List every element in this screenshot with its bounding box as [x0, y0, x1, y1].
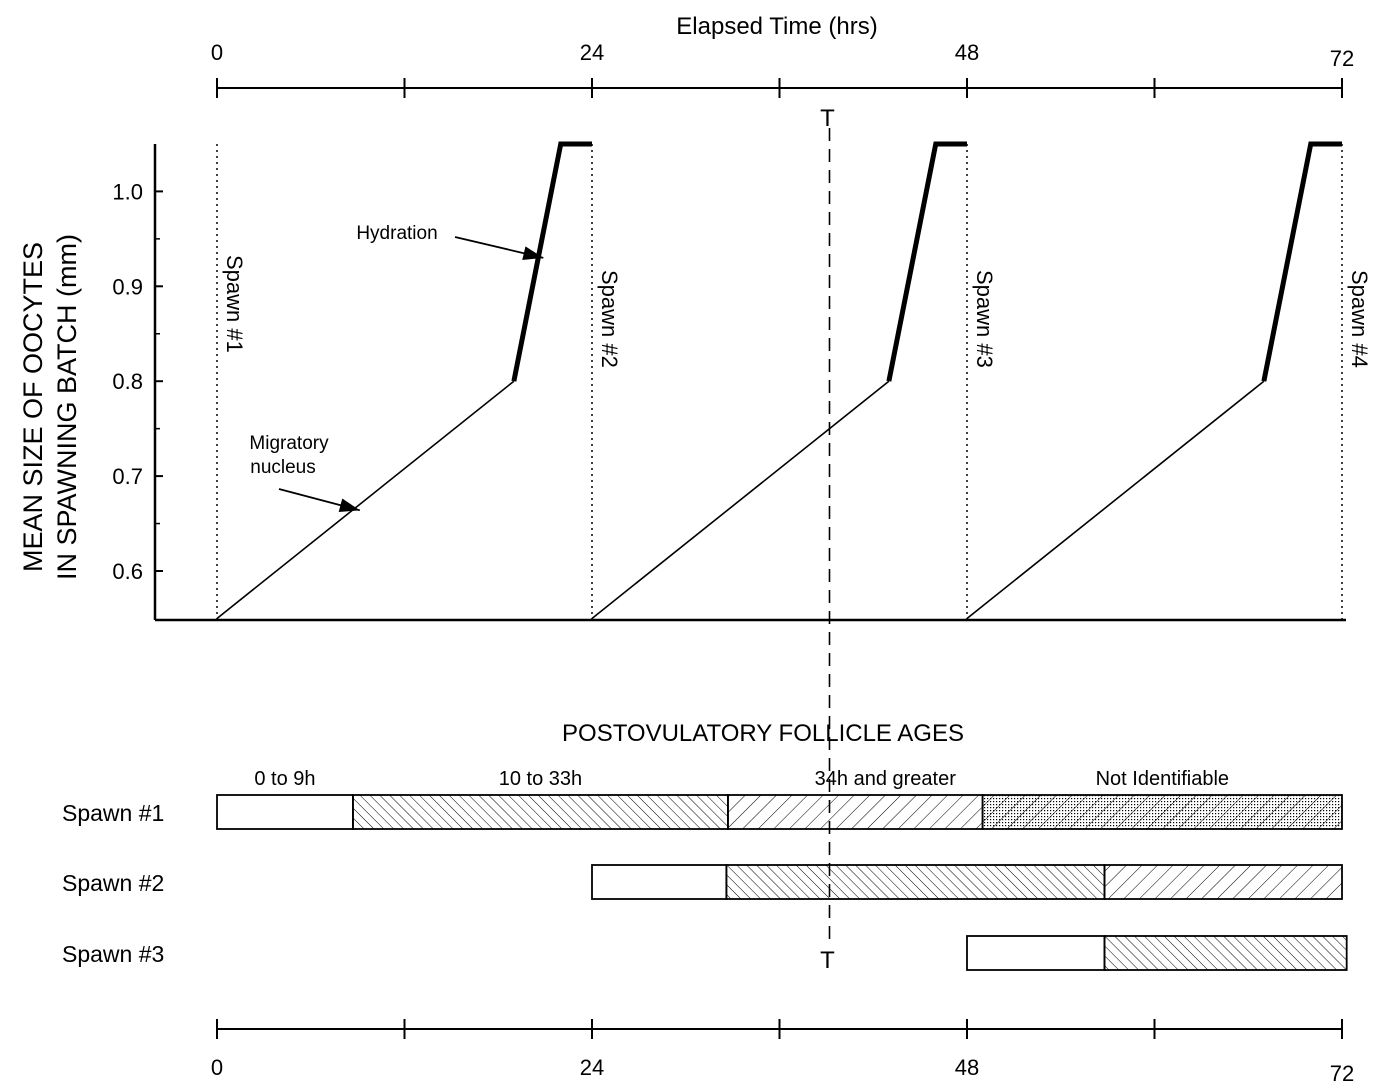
spawn-label: Spawn #3 — [972, 270, 997, 368]
bar-segment — [725, 864, 1106, 900]
follicle-age-bars: Spawn #1 Spawn #2 Spawn #3 — [62, 794, 1348, 971]
bar-segment — [1103, 935, 1348, 971]
hydration-segment — [1261, 141, 1342, 382]
bar-segment — [981, 794, 1343, 830]
y-axis-title-line-1: MEAN SIZE OF OOCYTES — [18, 242, 48, 572]
hydration-arrow-head — [522, 246, 544, 261]
migratory-arrow-head — [338, 498, 360, 512]
migratory-label-line-2: nucleus — [250, 457, 316, 478]
spawn-label: Spawn #2 — [597, 270, 622, 368]
y-tick-label: 0.8 — [112, 369, 143, 394]
stage-label: Not Identifiable — [1096, 768, 1229, 790]
bar-segment — [727, 794, 984, 830]
spawn-label: Spawn #1 — [222, 255, 247, 353]
y-tick-label: 0.9 — [112, 274, 143, 299]
marker-label-top: T — [820, 105, 835, 132]
top-tick-label: 0 — [211, 40, 223, 65]
bar-segment — [352, 794, 729, 830]
bar-segment — [216, 794, 354, 830]
bar-row-label: Spawn #1 — [62, 800, 164, 826]
top-tick-label: 24 — [580, 40, 604, 65]
y-tick-label: 1.0 — [112, 179, 143, 204]
bar-segment — [591, 864, 728, 900]
bar-segment — [1103, 864, 1343, 900]
top-tick-label: 72 — [1330, 46, 1354, 71]
oocyte-size-series — [216, 141, 1342, 620]
bottom-tick-label: 0 — [211, 1055, 223, 1080]
hydration-segment — [886, 141, 967, 382]
migratory-segment — [966, 380, 1265, 620]
time-marker: TT — [820, 105, 835, 974]
y-axis: 0.6 0.7 0.8 0.9 1.0 — [112, 179, 163, 584]
bottom-tick-label: 24 — [580, 1055, 604, 1080]
follicle-stage-labels: 0 to 9h 10 to 33h 34h and greater Not Ident… — [254, 768, 1229, 790]
bar-row-label: Spawn #2 — [62, 870, 164, 896]
y-tick-label: 0.7 — [112, 464, 143, 489]
stage-label: 34h and greater — [815, 768, 957, 790]
marker-label-bottom: T — [820, 947, 835, 974]
top-time-axis: 0 24 48 72 — [211, 40, 1354, 98]
annotations: Hydration Migratory nucleus — [249, 223, 544, 512]
spawn-label: Spawn #4 — [1347, 270, 1372, 368]
migratory-segment — [216, 380, 515, 620]
bar-segment — [966, 935, 1106, 971]
migratory-segment — [591, 380, 890, 620]
stage-label: 0 to 9h — [254, 768, 315, 790]
bottom-tick-label: 72 — [1330, 1061, 1354, 1084]
hydration-label: Hydration — [356, 223, 437, 244]
bottom-time-axis: 0 24 48 72 — [211, 1019, 1354, 1084]
migratory-label-line-1: Migratory — [249, 433, 329, 454]
spawn-event-lines: Spawn #1 Spawn #2 Spawn #3 Spawn #4 — [216, 143, 1372, 620]
y-axis-title-line-2: IN SPAWNING BATCH (mm) — [52, 234, 82, 580]
follicle-section-title: POSTOVULATORY FOLLICLE AGES — [562, 720, 964, 747]
stage-label: 10 to 33h — [499, 768, 582, 790]
hydration-segment — [511, 141, 592, 382]
y-tick-label: 0.6 — [112, 559, 143, 584]
plot-frame — [153, 143, 1346, 622]
x-axis-title: Elapsed Time (hrs) — [676, 13, 877, 40]
bar-row-label: Spawn #3 — [62, 941, 164, 967]
bottom-tick-label: 48 — [955, 1055, 979, 1080]
top-tick-label: 48 — [955, 40, 979, 65]
